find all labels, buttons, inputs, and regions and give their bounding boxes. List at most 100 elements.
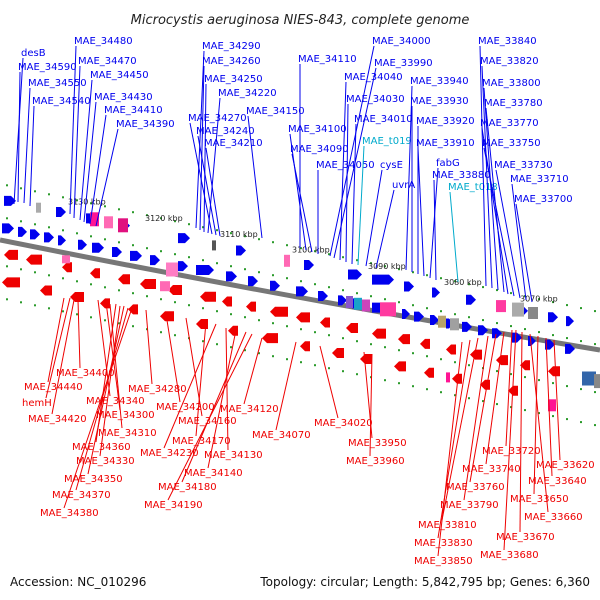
forward-gene-arrow	[178, 233, 190, 244]
forward-gene-arrow	[296, 286, 308, 297]
forward-leader-line	[189, 122, 213, 235]
forward-gene-label: MAE_34250	[204, 74, 263, 85]
reverse-leader-line	[463, 335, 489, 501]
track-dot	[412, 352, 414, 355]
track-dot	[230, 346, 232, 349]
reverse-gene-arrow	[360, 354, 372, 365]
track-dot	[496, 289, 498, 292]
reverse-gene-arrow	[26, 254, 42, 265]
reverse-gene-arrow	[332, 348, 344, 359]
feature-box	[118, 218, 128, 233]
forward-gene-label: MAE_34550	[28, 78, 87, 89]
track-dot	[286, 277, 288, 280]
track-dot	[468, 397, 470, 400]
track-dot	[76, 232, 78, 235]
reverse-gene-label: MAE_34070	[252, 430, 311, 441]
reverse-gene-label: MAE_34280	[128, 384, 187, 395]
track-dot	[20, 268, 22, 271]
track-dot	[286, 244, 288, 247]
forward-gene-label: MAE_34220	[218, 88, 277, 99]
track-dot	[160, 298, 162, 301]
track-dot	[202, 226, 204, 229]
track-dot	[342, 256, 344, 259]
forward-leader-line	[195, 50, 205, 229]
track-dot	[244, 235, 246, 238]
reverse-gene-label: MAE_33640	[528, 476, 587, 487]
track-dot	[454, 313, 456, 316]
reverse-gene-arrow	[228, 325, 238, 336]
reverse-leader-line	[519, 331, 523, 533]
track-dot	[118, 322, 120, 325]
reverse-leader-line	[225, 327, 229, 451]
feature-box	[548, 399, 556, 412]
track-dot	[6, 265, 8, 268]
forward-gene-label: MAE_34000	[372, 36, 431, 47]
track-dot	[398, 382, 400, 385]
reverse-gene-arrow	[2, 277, 20, 288]
forward-leader-line	[479, 45, 487, 287]
reverse-leader-line	[75, 307, 129, 491]
track-dot	[258, 271, 260, 274]
forward-gene-label: MAE_33930	[410, 96, 469, 107]
reverse-gene-arrow	[40, 285, 52, 296]
reverse-leader-line	[243, 337, 263, 405]
reverse-gene-label: MAE_33680	[480, 550, 539, 561]
reverse-leader-line	[165, 313, 181, 403]
reverse-leader-line	[47, 297, 65, 383]
track-dot	[454, 361, 456, 364]
reverse-gene-arrow	[160, 311, 174, 322]
forward-leader-line	[205, 147, 221, 237]
track-dot	[314, 283, 316, 286]
forward-gene-arrow	[270, 280, 280, 291]
forward-gene-label: MAE_33880	[432, 170, 491, 181]
reverse-gene-arrow	[372, 328, 386, 339]
track-dot	[146, 295, 148, 298]
track-dot	[370, 295, 372, 298]
feature-box	[450, 318, 459, 331]
track-dot	[412, 271, 414, 274]
track-dot	[342, 337, 344, 340]
forward-gene-arrow	[492, 328, 502, 339]
reverse-gene-label: MAE_34440	[24, 382, 83, 393]
track-dot	[174, 334, 176, 337]
track-dot	[524, 295, 526, 298]
track-dot	[594, 310, 596, 313]
track-dot	[146, 247, 148, 250]
forward-leader-line	[417, 147, 425, 277]
track-dot	[160, 217, 162, 220]
forward-leader-line	[449, 191, 459, 283]
forward-gene-label: MAE_34410	[104, 105, 163, 116]
track-dot	[314, 331, 316, 334]
reverse-gene-label: MAE_34130	[204, 450, 263, 461]
reverse-gene-arrow	[262, 333, 278, 344]
forward-gene-label: MAE_34290	[202, 41, 261, 52]
track-dot	[132, 244, 134, 247]
track-dot	[20, 301, 22, 304]
forward-gene-label: MAE_34470	[78, 56, 137, 67]
forward-gene-label: MAE_33990	[374, 58, 433, 69]
track-dot	[328, 367, 330, 370]
forward-leader-line	[199, 65, 205, 231]
track-dot	[48, 226, 50, 229]
scale-tick-label: 3100 kbp	[292, 246, 330, 255]
forward-gene-arrow	[318, 291, 328, 302]
forward-leader-line	[375, 189, 395, 269]
reverse-leader-line	[275, 341, 297, 431]
track-dot	[594, 343, 596, 346]
feature-box	[36, 202, 41, 213]
track-dot	[258, 319, 260, 322]
forward-gene-label: MAE_34240	[196, 126, 255, 137]
reverse-gene-arrow	[296, 312, 310, 323]
forward-gene-label: MAE_34450	[90, 70, 149, 81]
forward-gene-label: MAE_34590	[18, 62, 77, 73]
feature-tracks	[2, 195, 600, 412]
forward-gene-arrow	[18, 226, 27, 237]
reverse-gene-label: MAE_34300	[96, 410, 155, 421]
reverse-gene-label: MAE_33720	[482, 446, 541, 457]
scale-tick-label: 3110 kbp	[220, 230, 258, 239]
reverse-gene-label: MAE_33660	[524, 512, 583, 523]
track-dot	[468, 316, 470, 319]
reverse-leader-line	[319, 345, 339, 419]
track-dot	[552, 301, 554, 304]
forward-gene-arrow	[404, 281, 414, 292]
